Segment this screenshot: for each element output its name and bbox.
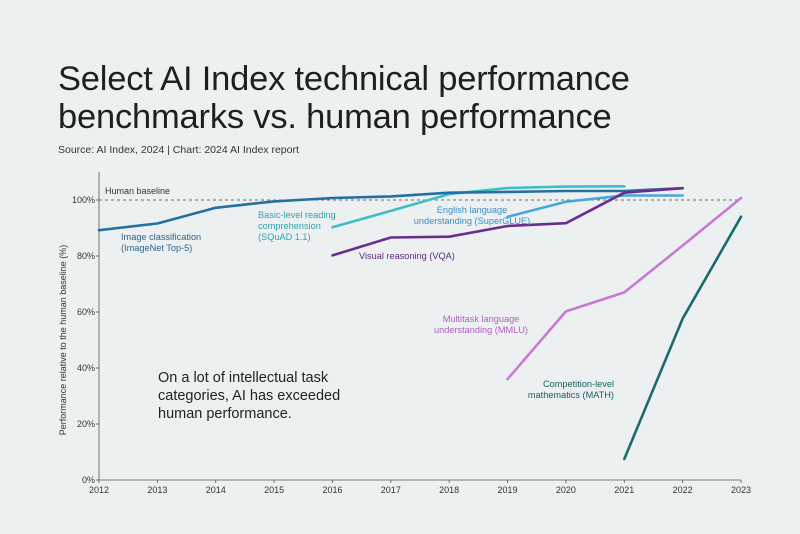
series-line-mmlu [506, 196, 743, 381]
series-line-superglue [506, 194, 684, 219]
x-tick-label: 2017 [381, 485, 401, 495]
series-label-math: Competition-level [543, 379, 614, 389]
series-label-imagenet: Image classification [121, 232, 201, 242]
x-tick-label: 2022 [673, 485, 693, 495]
series-label-squad: comprehension [258, 221, 321, 231]
y-tick-label: 20% [77, 419, 95, 429]
callout-text: On a lot of intellectual task categories… [158, 369, 388, 423]
y-axis-title: Performance relative to the human baseli… [58, 245, 68, 436]
series-label-vqa: Visual reasoning (VQA) [359, 251, 455, 261]
series-label-math: mathematics (MATH) [528, 390, 614, 400]
chart-title: Select AI Index technical performance be… [58, 60, 758, 136]
y-tick-label: 100% [72, 195, 95, 205]
callout-line-1: On a lot of intellectual task [158, 370, 329, 386]
x-tick-label: 2019 [498, 485, 518, 495]
y-tick-label: 80% [77, 251, 95, 261]
y-tick-label: 0% [82, 475, 95, 485]
callout-line-2: categories, AI has exceeded [158, 388, 341, 404]
x-tick-label: 2021 [614, 485, 634, 495]
series-label-superglue: understanding (SuperGLUE) [414, 216, 530, 226]
x-tick-label: 2015 [264, 485, 284, 495]
series-line-vqa [331, 186, 684, 257]
series-label-mmlu: understanding (MMLU) [434, 325, 528, 335]
x-tick-label: 2018 [439, 485, 459, 495]
x-tick-label: 2014 [206, 485, 226, 495]
x-tick-label: 2016 [322, 485, 342, 495]
title-line-2: benchmarks vs. human performance [58, 98, 612, 136]
chart-source: Source: AI Index, 2024 | Chart: 2024 AI … [58, 144, 299, 156]
x-tick-label: 2013 [147, 485, 167, 495]
series-label-mmlu: Multitask language [443, 314, 520, 324]
series-line-math [622, 215, 743, 461]
series-label-imagenet: (ImageNet Top-5) [121, 243, 192, 253]
human-baseline-label: Human baseline [105, 186, 170, 196]
y-tick-label: 60% [77, 307, 95, 317]
x-tick-label: 2020 [556, 485, 576, 495]
series-line-imagenet [97, 186, 684, 232]
x-tick-label: 2012 [89, 485, 109, 495]
y-tick-label: 40% [77, 363, 95, 373]
x-tick-label: 2023 [731, 485, 751, 495]
series-label-squad: (SQuAD 1.1) [258, 232, 311, 242]
title-line-1: Select AI Index technical performance [58, 60, 630, 98]
series-label-superglue: English language [437, 205, 508, 215]
series-label-squad: Basic-level reading [258, 210, 336, 220]
callout-line-3: human performance. [158, 406, 292, 422]
